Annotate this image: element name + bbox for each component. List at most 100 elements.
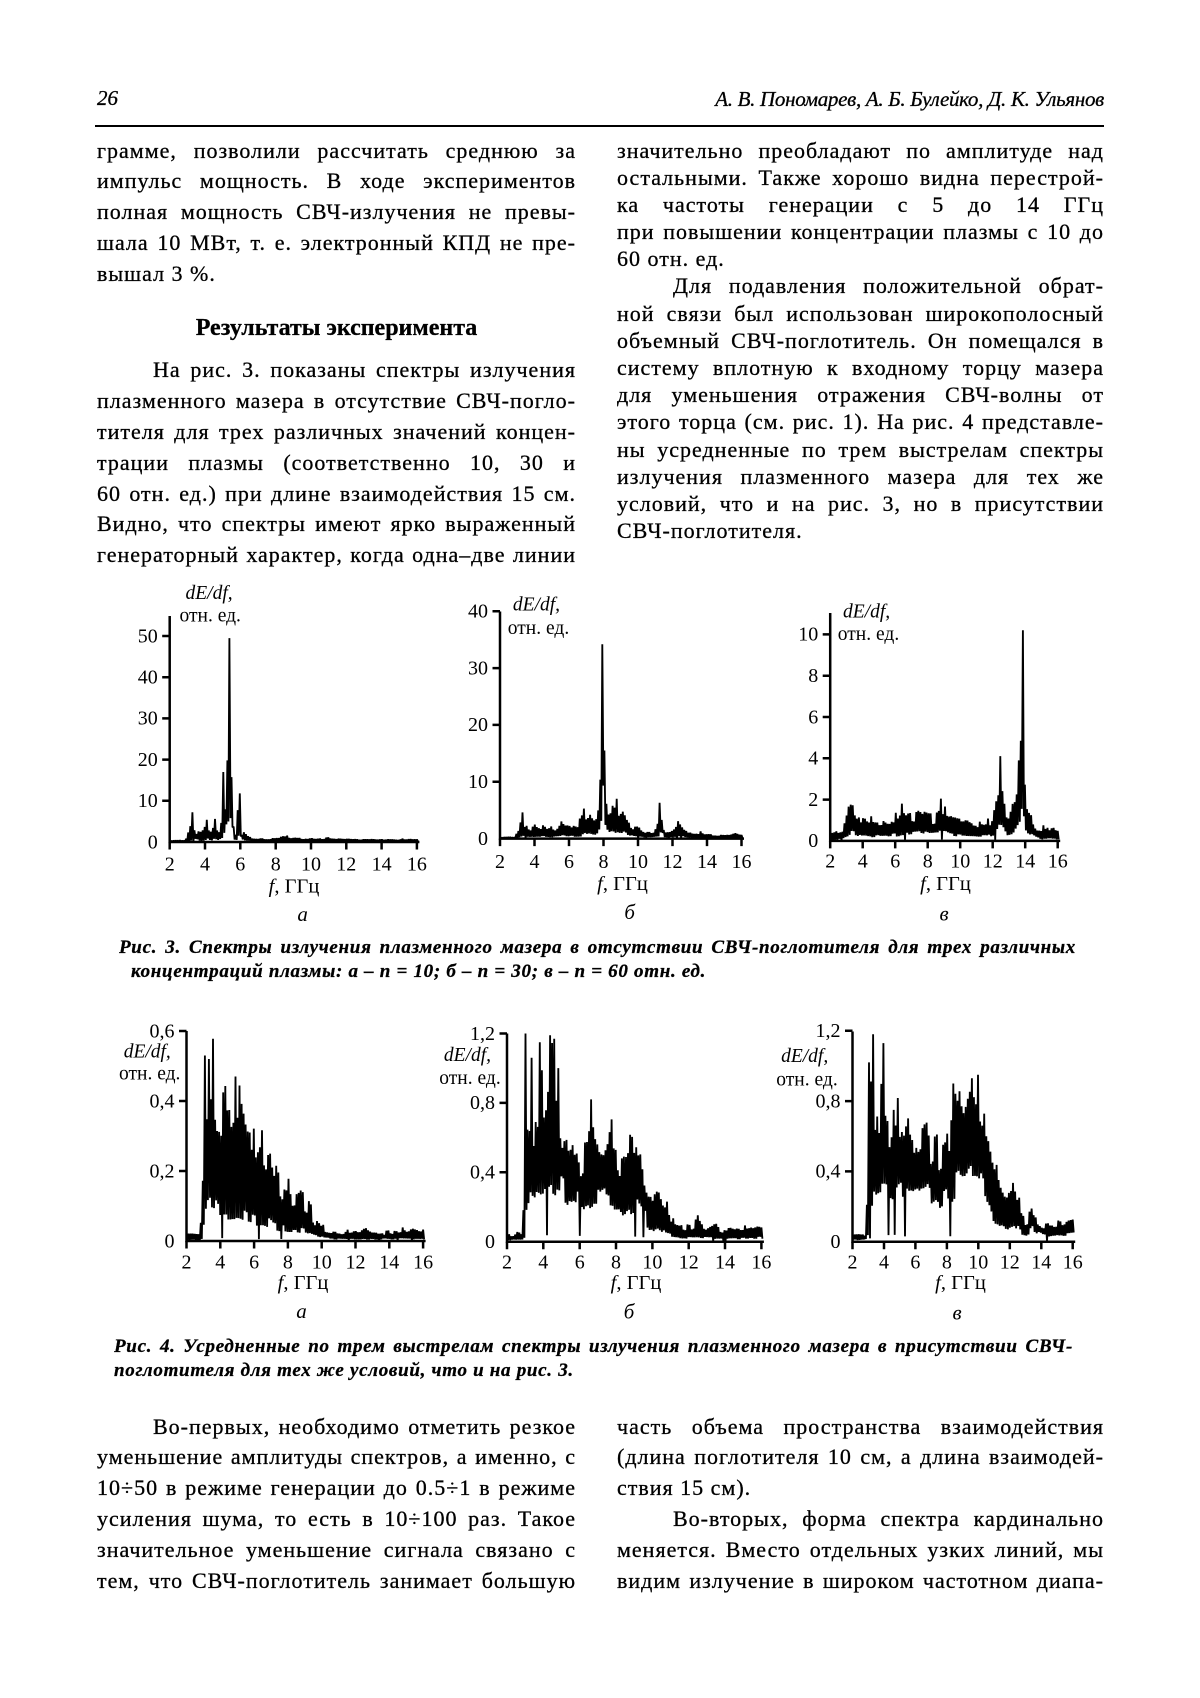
svg-text:10: 10 — [968, 1252, 988, 1274]
svg-text:8: 8 — [599, 851, 609, 873]
svg-text:2: 2 — [502, 1252, 512, 1274]
svg-text:f, ГГц: f, ГГц — [278, 1272, 329, 1294]
svg-text:б: б — [624, 1300, 636, 1324]
svg-text:2: 2 — [825, 851, 835, 873]
svg-text:в: в — [939, 902, 948, 926]
svg-text:4: 4 — [200, 854, 210, 876]
svg-text:6: 6 — [575, 1252, 585, 1274]
svg-text:10: 10 — [642, 1252, 662, 1274]
svg-text:16: 16 — [413, 1252, 433, 1274]
svg-text:dE/df,: dE/df, — [444, 1045, 491, 1066]
svg-text:8: 8 — [942, 1252, 952, 1274]
svg-text:4: 4 — [858, 851, 868, 873]
svg-text:10: 10 — [301, 854, 321, 876]
svg-text:f, ГГц: f, ГГц — [935, 1272, 986, 1294]
svg-text:6: 6 — [910, 1252, 920, 1274]
svg-text:2: 2 — [495, 851, 505, 873]
svg-text:14: 14 — [715, 1252, 735, 1274]
svg-text:20: 20 — [468, 714, 488, 736]
svg-text:а: а — [296, 1299, 307, 1323]
svg-text:dE/df,: dE/df, — [781, 1046, 828, 1067]
svg-text:4: 4 — [530, 851, 540, 873]
svg-text:1,2: 1,2 — [470, 1023, 495, 1045]
svg-text:0: 0 — [485, 1231, 495, 1253]
svg-text:0,6: 0,6 — [150, 1020, 175, 1042]
svg-text:50: 50 — [138, 625, 158, 647]
svg-text:16: 16 — [1048, 851, 1068, 873]
svg-text:12: 12 — [336, 854, 356, 876]
svg-text:10: 10 — [798, 624, 818, 646]
svg-text:6: 6 — [235, 854, 245, 876]
svg-text:f, ГГц: f, ГГц — [597, 873, 648, 895]
svg-text:0,2: 0,2 — [150, 1160, 175, 1182]
svg-text:16: 16 — [751, 1252, 771, 1274]
svg-text:а: а — [297, 902, 308, 926]
svg-text:б: б — [624, 900, 636, 924]
svg-text:12: 12 — [663, 851, 683, 873]
svg-text:10: 10 — [628, 851, 648, 873]
svg-text:0: 0 — [478, 828, 488, 850]
svg-text:30: 30 — [138, 708, 158, 730]
svg-text:4: 4 — [808, 748, 818, 770]
svg-text:dE/df,: dE/df, — [124, 1042, 171, 1063]
svg-text:отн. ед.: отн. ед. — [180, 605, 241, 626]
svg-text:отн. ед.: отн. ед. — [508, 618, 569, 639]
svg-text:40: 40 — [138, 667, 158, 689]
svg-text:f, ГГц: f, ГГц — [920, 873, 971, 895]
svg-text:14: 14 — [697, 851, 717, 873]
svg-text:10: 10 — [312, 1252, 332, 1274]
svg-text:12: 12 — [1000, 1252, 1020, 1274]
svg-text:6: 6 — [249, 1252, 259, 1274]
svg-text:8: 8 — [611, 1252, 621, 1274]
svg-text:2: 2 — [848, 1252, 858, 1274]
svg-text:dE/df,: dE/df, — [513, 595, 560, 616]
svg-text:отн. ед.: отн. ед. — [439, 1068, 500, 1089]
svg-text:12: 12 — [983, 851, 1003, 873]
svg-text:6: 6 — [808, 706, 818, 728]
svg-text:10: 10 — [138, 790, 158, 812]
svg-text:0: 0 — [165, 1230, 175, 1252]
svg-text:14: 14 — [379, 1252, 399, 1274]
svg-text:8: 8 — [808, 665, 818, 687]
svg-text:отн. ед.: отн. ед. — [838, 624, 899, 645]
svg-text:0,4: 0,4 — [150, 1090, 175, 1112]
svg-text:6: 6 — [890, 851, 900, 873]
svg-text:8: 8 — [271, 854, 281, 876]
svg-text:отн. ед.: отн. ед. — [776, 1070, 837, 1091]
svg-text:1,2: 1,2 — [816, 1020, 841, 1042]
svg-text:0: 0 — [148, 831, 158, 853]
svg-text:0: 0 — [808, 830, 818, 852]
svg-text:dE/df,: dE/df, — [843, 602, 890, 623]
svg-text:20: 20 — [138, 749, 158, 771]
svg-text:в: в — [952, 1301, 961, 1325]
svg-text:отн. ед.: отн. ед. — [119, 1064, 180, 1085]
svg-text:2: 2 — [808, 789, 818, 811]
svg-text:8: 8 — [923, 851, 933, 873]
svg-text:4: 4 — [879, 1252, 889, 1274]
svg-text:0,8: 0,8 — [470, 1092, 495, 1114]
svg-text:0,8: 0,8 — [816, 1090, 841, 1112]
svg-text:4: 4 — [538, 1252, 548, 1274]
svg-text:2: 2 — [182, 1252, 192, 1274]
svg-text:0,4: 0,4 — [816, 1161, 841, 1183]
svg-text:40: 40 — [468, 601, 488, 623]
svg-text:16: 16 — [407, 854, 427, 876]
svg-text:12: 12 — [679, 1252, 699, 1274]
svg-text:16: 16 — [1063, 1252, 1083, 1274]
svg-text:f, ГГц: f, ГГц — [269, 876, 320, 898]
svg-text:14: 14 — [1031, 1252, 1051, 1274]
svg-text:14: 14 — [372, 854, 392, 876]
svg-text:14: 14 — [1015, 851, 1035, 873]
svg-text:dE/df,: dE/df, — [186, 583, 233, 604]
svg-text:30: 30 — [468, 657, 488, 679]
svg-text:12: 12 — [346, 1252, 366, 1274]
svg-text:10: 10 — [950, 851, 970, 873]
svg-text:10: 10 — [468, 771, 488, 793]
svg-text:4: 4 — [215, 1252, 225, 1274]
svg-text:2: 2 — [165, 854, 175, 876]
svg-text:0,4: 0,4 — [470, 1162, 495, 1184]
svg-text:0: 0 — [831, 1231, 841, 1253]
svg-text:8: 8 — [283, 1252, 293, 1274]
svg-text:16: 16 — [732, 851, 752, 873]
svg-text:f, ГГц: f, ГГц — [611, 1272, 662, 1294]
